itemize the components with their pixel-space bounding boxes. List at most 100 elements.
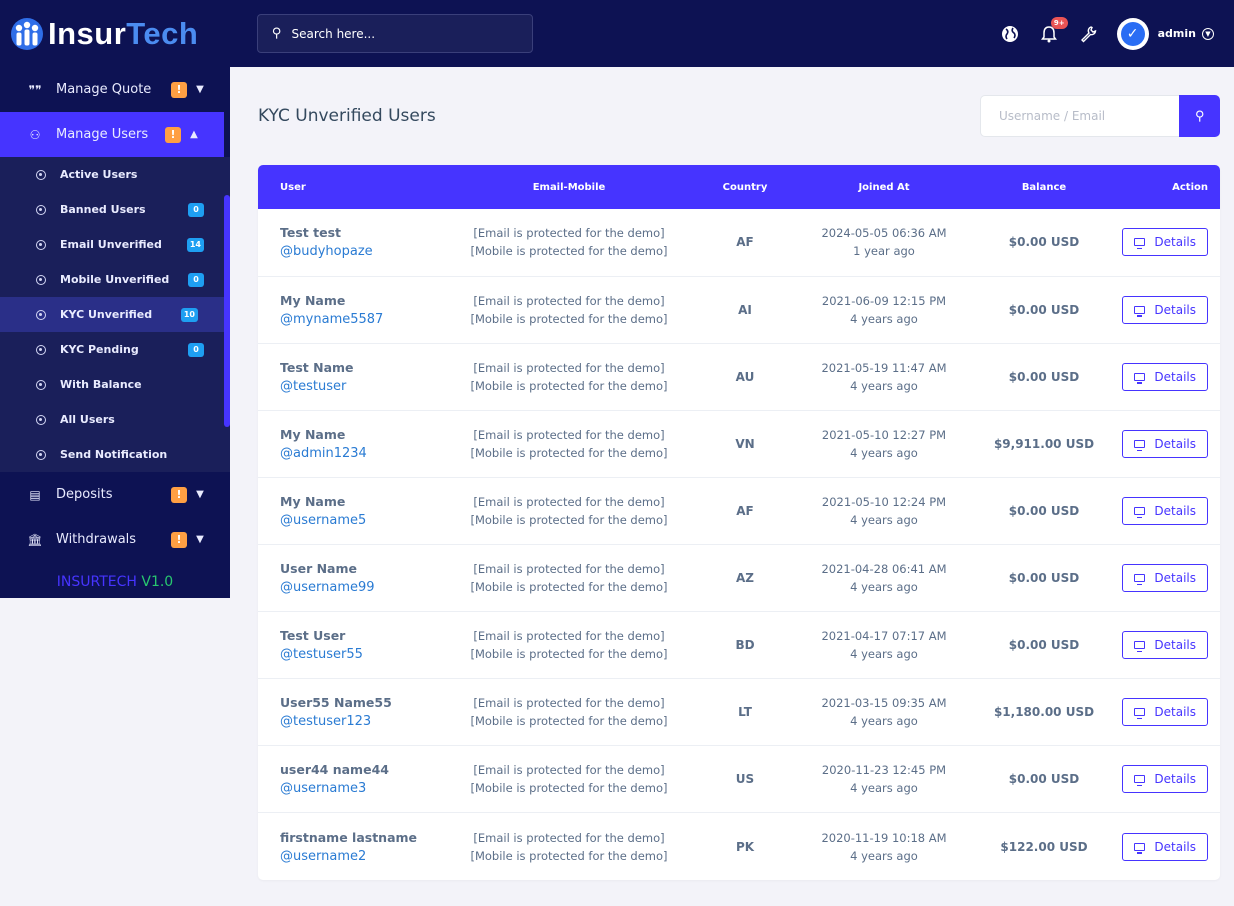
details-button[interactable]: Details [1122,429,1208,458]
user-handle-link[interactable]: @admin1234 [280,445,367,461]
user-mobile: [Mobile is protected for the demo] [470,580,668,595]
count-badge: 0 [188,272,204,287]
user-email: [Email is protected for the demo] [473,360,665,375]
user-handle-link[interactable]: @testuser55 [280,647,363,663]
cell-email-mobile: [Email is protected for the demo] [Mobile… [438,679,700,746]
joined-date: 2024-05-05 06:36 AM [821,226,947,241]
sidebar-item-email-unverified[interactable]: Email Unverified 14 [0,227,230,262]
details-label: Details [1154,571,1196,586]
global-search-input[interactable] [291,26,512,41]
monitor-icon [1134,372,1146,384]
sidebar-item-mobile-unverified[interactable]: Mobile Unverified 0 [0,262,230,297]
user-mobile: [Mobile is protected for the demo] [470,445,668,460]
sidebar-item-active-users[interactable]: Active Users [0,157,230,192]
quote-icon: ❞❞ [28,82,42,97]
circle-dot-icon [36,204,46,215]
details-button[interactable]: Details [1122,295,1208,324]
user-mobile: [Mobile is protected for the demo] [470,848,668,863]
user-handle-link[interactable]: @username5 [280,512,367,528]
table-body: Test test @budyhopaze [Email is protected … [258,209,1220,880]
details-button[interactable]: Details [1122,496,1208,525]
cell-email-mobile: [Email is protected for the demo] [Mobile… [438,276,700,343]
cell-joined: 2021-05-10 12:24 PM 4 years ago [790,477,978,544]
table-row: My Name @admin1234 [Email is protected for… [258,410,1220,478]
user-handle-link[interactable]: @username99 [280,580,375,596]
search-icon: ⚲ [272,26,282,41]
cell-email-mobile: [Email is protected for the demo] [Mobile… [438,209,700,276]
wrench-icon[interactable] [1077,23,1099,45]
sidebar-scrollbar[interactable] [224,195,230,427]
sidebar-item-all-users[interactable]: All Users [0,402,230,437]
circle-dot-icon [36,274,46,285]
joined-date: 2021-05-10 12:27 PM [821,427,947,442]
globe-icon[interactable] [999,23,1021,45]
nav-manage-quote[interactable]: ❞❞ Manage Quote ! ▼ [0,67,230,112]
user-handle-link[interactable]: @testuser [280,378,347,394]
chevron-down-icon: ▼ [196,534,204,545]
cell-action: Details [1110,746,1220,813]
circle-dot-icon [36,379,46,390]
user-handle-link[interactable]: @username3 [280,781,367,797]
user-email: [Email is protected for the demo] [473,226,665,241]
details-button[interactable]: Details [1122,631,1208,660]
sidebar-item-label: Send Notification [60,448,168,461]
cell-balance: $0.00 USD [1008,772,1080,787]
nav-withdrawals-label: Withdrawals [56,532,137,547]
monitor-icon [1134,574,1146,586]
cell-joined: 2021-04-17 07:17 AM 4 years ago [790,612,978,679]
details-label: Details [1154,772,1196,787]
details-button[interactable]: Details [1122,564,1208,593]
joined-date: 2020-11-19 10:18 AM [821,830,947,845]
user-handle-link[interactable]: @budyhopaze [280,244,373,260]
cell-user: Test test @budyhopaze [258,209,438,276]
user-mobile: [Mobile is protected for the demo] [470,244,668,259]
user-fullname: User55 Name55 [280,695,392,711]
nav-manage-users[interactable]: ⚇ Manage Users ! ▲ [0,112,224,157]
avatar[interactable]: ✓ [1116,17,1149,50]
warning-badge: ! [171,486,187,503]
nav-withdrawals[interactable]: 🏛 Withdrawals ! ▼ [0,517,230,562]
details-button[interactable]: Details [1122,832,1208,861]
cell-user: Test Name @testuser [258,343,438,410]
details-label: Details [1154,705,1196,720]
chevron-down-icon[interactable]: ▼ [1202,27,1214,40]
cell-action: Details [1110,477,1220,544]
admin-label[interactable]: admin [1157,27,1196,40]
user-email: [Email is protected for the demo] [473,293,665,308]
cell-balance: $9,911.00 USD [993,436,1095,451]
user-handle-link[interactable]: @testuser123 [280,714,372,730]
nav-manage-users-label: Manage Users [56,127,149,142]
user-mobile: [Mobile is protected for the demo] [470,512,668,527]
bell-icon[interactable]: 9+ [1038,16,1068,45]
user-handle-link[interactable]: @username2 [280,848,367,864]
sidebar-item-with-balance[interactable]: With Balance [0,367,230,402]
nav-deposits[interactable]: ▤ Deposits ! ▼ [0,472,230,517]
cell-joined: 2021-03-15 09:35 AM 4 years ago [790,679,978,746]
cell-country: AU [735,369,755,384]
details-button[interactable]: Details [1122,765,1208,794]
details-button[interactable]: Details [1122,698,1208,727]
sidebar-item-kyc-pending[interactable]: KYC Pending 0 [0,332,230,367]
cell-action: Details [1110,343,1220,410]
cell-country: US [735,772,755,787]
details-label: Details [1154,235,1196,250]
sidebar-item-send-notification[interactable]: Send Notification [0,437,230,472]
user-handle-link[interactable]: @myname5587 [280,311,384,327]
table-row: User Name @username99 [Email is protected … [258,544,1220,612]
username-email-input[interactable] [980,95,1179,137]
user-email: [Email is protected for the demo] [473,427,665,442]
logo[interactable]: InsurTech [0,0,230,67]
col-balance: Balance [1021,181,1067,193]
user-fullname: firstname lastname [280,829,418,845]
sidebar-item-kyc-unverified[interactable]: KYC Unverified 10 [0,297,224,332]
filter-search-button[interactable]: ⚲ [1179,95,1220,137]
details-button[interactable]: Details [1122,362,1208,391]
details-button[interactable]: Details [1122,228,1208,257]
joined-ago: 4 years ago [850,378,918,393]
warning-badge: ! [165,126,181,143]
warning-badge: ! [171,531,187,548]
check-icon: ✓ [1120,21,1145,46]
sidebar-item-banned-users[interactable]: Banned Users 0 [0,192,230,227]
cell-user: user44 name44 @username3 [258,746,438,813]
cell-balance: $0.00 USD [1008,571,1080,586]
